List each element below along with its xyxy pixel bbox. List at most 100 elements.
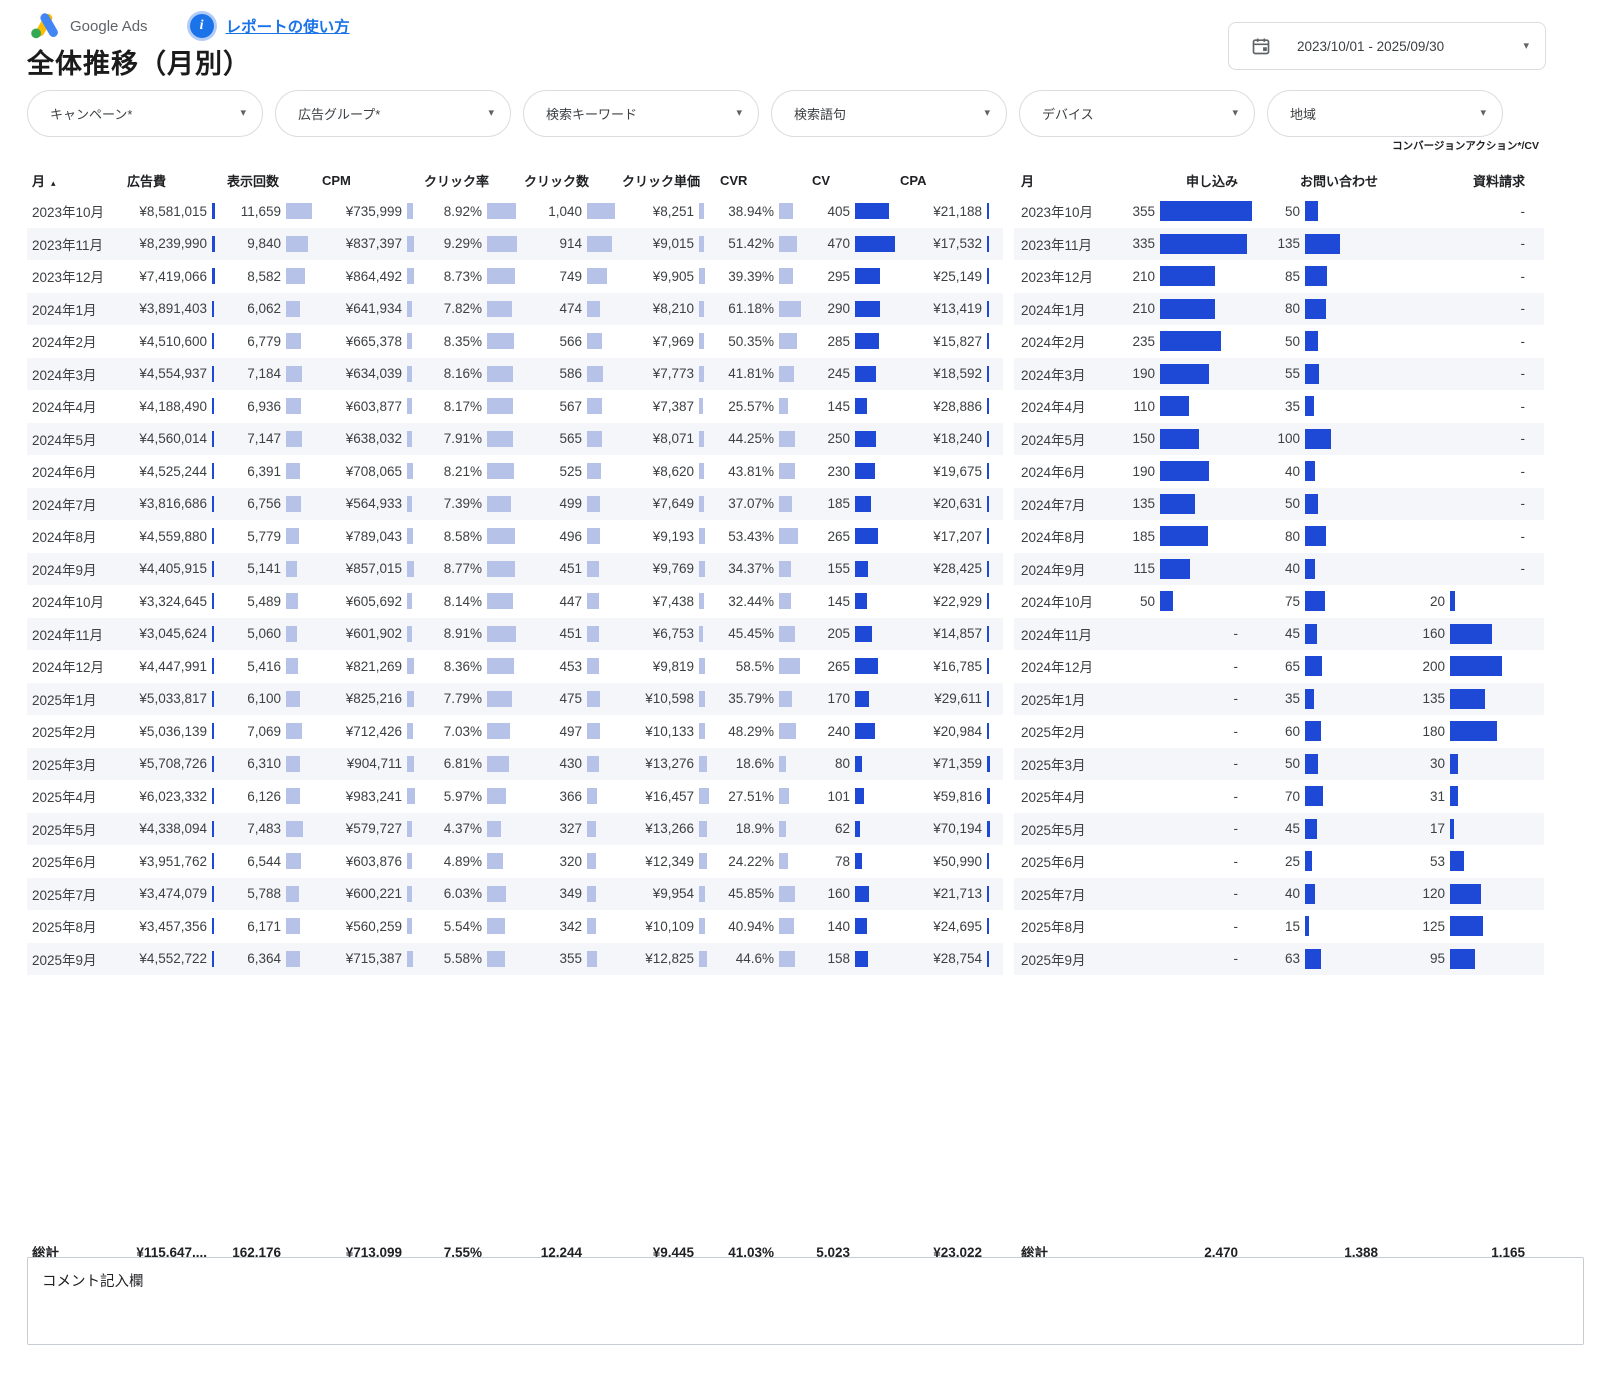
filter-label: 地域 [1290,107,1317,122]
inline-bar [212,918,214,935]
inline-bar [587,658,599,675]
inline-bar [987,950,989,967]
inline-bar [987,333,989,350]
inline-bar [699,365,704,382]
inline-bar [987,723,989,740]
table-row: 2024年10月 50 75 20 [1014,585,1544,618]
column-header-3[interactable]: 資料請求 [1472,173,1525,189]
column-header-2[interactable]: お問い合わせ [1299,173,1378,189]
inline-bar [286,690,300,707]
value-cell: 180 [1390,715,1537,748]
value-cell: 185 [1117,520,1250,553]
table-row: 2024年4月 ¥4,188,490 6,936 ¥603,877 8.17% 567 ¥7… [27,390,1003,423]
value-cell: 35 [1250,390,1390,423]
inline-bar [487,560,515,577]
empty-cell: - [1520,333,1526,349]
inline-bar [487,300,512,317]
info-icon[interactable]: i [189,14,214,38]
value-cell: ¥16,785 [896,650,998,683]
column-header-5[interactable]: クリック数 [524,173,590,189]
inline-bar [1305,233,1340,254]
inline-bar [855,463,875,480]
column-header-2[interactable]: 表示回数 [227,173,280,189]
column-header-1[interactable]: 広告費 [127,173,167,189]
value-cell: ¥50,990 [896,845,998,878]
table-header-row: 月 ▴ 広告費 表示回数 CPM クリック率 クリック数 クリック単価 CVR CV CPA [27,165,1003,195]
inline-bar [587,625,599,642]
inline-bar [212,853,214,870]
value-cell: ¥3,951,762 [123,845,223,878]
inline-bar [407,885,412,902]
column-header-0[interactable]: 月 [1021,173,1035,189]
month-cell: 2024年6月 [32,465,97,481]
value-cell: ¥4,552,722 [123,943,223,976]
inline-bar [1305,558,1315,579]
inline-bar [487,658,514,675]
column-header-6[interactable]: クリック単価 [622,173,701,189]
inline-bar [587,430,602,447]
filter-label: キャンペーン* [50,107,133,122]
table-row: 2025年4月 -70 31 [1014,780,1544,813]
table-row: 2025年7月 ¥3,474,079 5,788 ¥600,221 6.03% 349 ¥9… [27,877,1003,910]
filter-ad-group[interactable]: 広告グループ* ▾ [275,90,511,137]
value-cell: 5,489 [223,585,318,618]
month-cell: 2024年6月 [1021,465,1086,481]
inline-bar [779,560,791,577]
value-cell: 78 [808,845,896,878]
table-row: 2024年5月 150 100 - [1014,422,1544,455]
inline-bar [587,918,596,935]
month-cell: 2024年1月 [32,302,97,318]
column-header-9[interactable]: CPA [900,172,927,188]
inline-bar [699,788,709,805]
month-cell: 2025年5月 [32,822,97,838]
filter-device[interactable]: デバイス ▾ [1019,90,1255,137]
month-cell: 2024年11月 [32,627,104,643]
comment-box[interactable]: コメント記入欄 [27,1257,1584,1345]
inline-bar [407,463,413,480]
inline-bar [779,788,789,805]
column-header-4[interactable]: クリック率 [424,173,490,189]
value-cell: 62 [808,813,896,846]
month-cell: 2023年12月 [1021,270,1094,286]
inline-bar [487,918,505,935]
inline-bar [587,495,600,512]
inline-bar [487,528,515,545]
inline-bar [779,918,794,935]
column-header-8[interactable]: CV [812,172,831,188]
value-cell: ¥3,457,356 [123,910,223,943]
empty-cell: - [1520,431,1526,447]
help-link[interactable]: レポートの使い方 [225,19,350,36]
filter-search-keyword[interactable]: 検索キーワード ▾ [523,90,759,137]
date-range-picker[interactable]: 2023/10/01 - 2025/09/30 ▾ [1228,22,1546,70]
value-cell: 17 [1390,813,1537,846]
google-ads-logo: Google Ads [30,12,148,40]
inline-bar [779,853,788,870]
inline-bar [487,398,513,415]
inline-bar [286,658,298,675]
column-header-0[interactable]: 月 ▴ [32,173,56,189]
filter-search-term[interactable]: 検索語句 ▾ [771,90,1007,137]
month-cell: 2025年8月 [32,920,97,936]
column-header-1[interactable]: 申し込み [1185,173,1238,189]
inline-bar [212,203,215,220]
value-cell: 6,936 [223,390,318,423]
value-cell: ¥638,032 [318,423,420,456]
inline-bar [286,495,301,512]
total-value: ¥115,647,... [136,1244,207,1260]
column-header-7[interactable]: CVR [720,172,748,188]
value-cell: 6.81% [420,748,520,781]
inline-bar [487,333,514,350]
filter-region[interactable]: 地域 ▾ [1267,90,1503,137]
value-cell: 7,069 [223,715,318,748]
inline-bar [699,885,705,902]
value-cell: 749 [520,260,618,293]
inline-bar [407,235,414,252]
value-cell: 475 [520,683,618,716]
value-cell: 53 [1390,845,1537,878]
filter-campaign[interactable]: キャンペーン* ▾ [27,90,263,137]
value-cell: 125 [1390,910,1537,943]
value-cell: 50 [1250,488,1390,521]
inline-bar [212,950,214,967]
column-header-3[interactable]: CPM [322,172,351,188]
table-row: 2024年9月 ¥4,405,915 5,141 ¥857,015 8.77% 451 ¥9… [27,552,1003,585]
